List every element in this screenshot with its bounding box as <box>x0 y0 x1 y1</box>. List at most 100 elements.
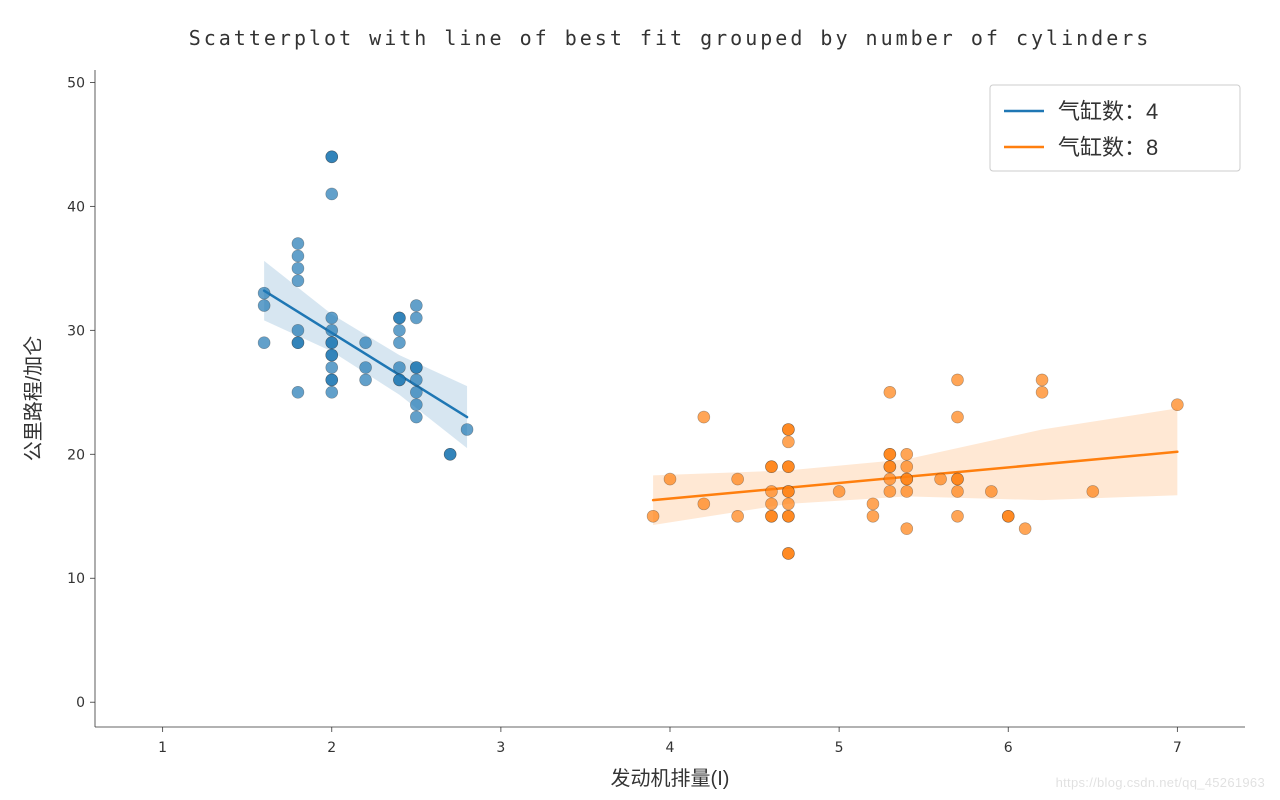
data-point-cyl4 <box>258 287 270 299</box>
data-point-cyl8 <box>782 547 794 559</box>
data-point-cyl8 <box>884 461 896 473</box>
data-point-cyl8 <box>952 374 964 386</box>
data-point-cyl4 <box>444 448 456 460</box>
data-point-cyl4 <box>326 151 338 163</box>
data-point-cyl8 <box>901 473 913 485</box>
data-point-cyl8 <box>833 485 845 497</box>
data-point-cyl4 <box>292 238 304 250</box>
data-point-cyl4 <box>393 312 405 324</box>
data-point-cyl8 <box>952 411 964 423</box>
data-point-cyl4 <box>410 386 422 398</box>
y-tick-label: 40 <box>67 199 85 215</box>
data-point-cyl8 <box>935 473 947 485</box>
data-point-cyl8 <box>732 473 744 485</box>
data-point-cyl8 <box>867 498 879 510</box>
data-point-cyl4 <box>360 374 372 386</box>
data-point-cyl8 <box>884 448 896 460</box>
data-point-cyl8 <box>664 473 676 485</box>
data-point-cyl8 <box>901 448 913 460</box>
legend-label-cyl8: 气缸数：8 <box>1058 135 1158 160</box>
data-point-cyl4 <box>326 324 338 336</box>
data-point-cyl8 <box>782 461 794 473</box>
data-point-cyl8 <box>698 411 710 423</box>
chart-title: Scatterplot with line of best fit groupe… <box>189 26 1152 50</box>
legend-label-cyl4: 气缸数：4 <box>1058 99 1158 124</box>
data-point-cyl8 <box>782 436 794 448</box>
data-point-cyl4 <box>410 399 422 411</box>
y-tick-label: 50 <box>67 75 85 91</box>
data-point-cyl4 <box>292 262 304 274</box>
x-tick-label: 4 <box>666 740 675 756</box>
ci-band-cyl8 <box>653 408 1177 525</box>
x-tick-label: 3 <box>496 740 505 756</box>
data-point-cyl4 <box>326 349 338 361</box>
data-point-cyl4 <box>326 362 338 374</box>
data-point-cyl8 <box>1036 374 1048 386</box>
x-tick-label: 5 <box>835 740 844 756</box>
data-point-cyl8 <box>867 510 879 522</box>
x-tick-label: 1 <box>158 740 167 756</box>
data-point-cyl8 <box>1171 399 1183 411</box>
data-point-cyl8 <box>782 485 794 497</box>
watermark-text: https://blog.csdn.net/qq_45261963 <box>1056 775 1265 790</box>
fit-line-cyl4 <box>264 291 467 417</box>
data-point-cyl8 <box>952 485 964 497</box>
data-point-cyl8 <box>1087 485 1099 497</box>
data-point-cyl4 <box>326 312 338 324</box>
data-point-cyl4 <box>326 386 338 398</box>
y-tick-label: 20 <box>67 447 85 463</box>
data-point-cyl8 <box>647 510 659 522</box>
data-point-cyl4 <box>410 411 422 423</box>
data-point-cyl4 <box>326 188 338 200</box>
data-point-cyl4 <box>393 374 405 386</box>
x-tick-label: 6 <box>1004 740 1013 756</box>
data-point-cyl8 <box>1002 510 1014 522</box>
data-point-cyl4 <box>258 300 270 312</box>
data-point-cyl8 <box>985 485 997 497</box>
y-tick-label: 30 <box>67 323 85 339</box>
x-axis-label: 发动机排量(I) <box>611 767 730 790</box>
data-point-cyl8 <box>1036 386 1048 398</box>
chart-container: 1 2 3 4 5 6 7 0 10 20 30 40 50 Scatterplot with line … <box>0 0 1280 800</box>
y-tick-label: 0 <box>76 695 85 711</box>
data-point-cyl4 <box>393 337 405 349</box>
y-tick-label: 10 <box>67 571 85 587</box>
data-point-cyl8 <box>782 498 794 510</box>
data-point-cyl8 <box>884 386 896 398</box>
data-point-cyl8 <box>952 473 964 485</box>
data-point-cyl4 <box>393 362 405 374</box>
y-axis-label: 公里路程/加仑 <box>22 336 45 462</box>
data-point-cyl4 <box>292 324 304 336</box>
data-point-cyl8 <box>732 510 744 522</box>
data-point-cyl4 <box>410 312 422 324</box>
data-point-cyl8 <box>782 423 794 435</box>
data-point-cyl8 <box>901 485 913 497</box>
data-point-cyl8 <box>765 498 777 510</box>
data-point-cyl4 <box>393 324 405 336</box>
data-point-cyl4 <box>461 423 473 435</box>
data-point-cyl4 <box>292 386 304 398</box>
data-point-cyl8 <box>782 510 794 522</box>
data-point-cyl4 <box>410 300 422 312</box>
data-point-cyl8 <box>765 461 777 473</box>
data-point-cyl8 <box>952 510 964 522</box>
data-point-cyl4 <box>326 374 338 386</box>
data-point-cyl8 <box>884 485 896 497</box>
x-tick-label: 7 <box>1173 740 1182 756</box>
data-point-cyl4 <box>258 337 270 349</box>
data-point-cyl4 <box>360 337 372 349</box>
data-point-cyl4 <box>326 337 338 349</box>
data-point-cyl8 <box>901 523 913 535</box>
data-point-cyl8 <box>901 461 913 473</box>
data-point-cyl8 <box>884 473 896 485</box>
data-point-cyl4 <box>360 362 372 374</box>
data-point-cyl8 <box>765 485 777 497</box>
data-point-cyl8 <box>765 510 777 522</box>
data-point-cyl4 <box>292 337 304 349</box>
data-point-cyl4 <box>410 362 422 374</box>
scatter-chart: 1 2 3 4 5 6 7 0 10 20 30 40 50 Scatterplot with line … <box>0 0 1280 800</box>
data-point-cyl4 <box>292 250 304 262</box>
data-point-cyl8 <box>698 498 710 510</box>
x-tick-label: 2 <box>327 740 336 756</box>
data-point-cyl4 <box>410 374 422 386</box>
